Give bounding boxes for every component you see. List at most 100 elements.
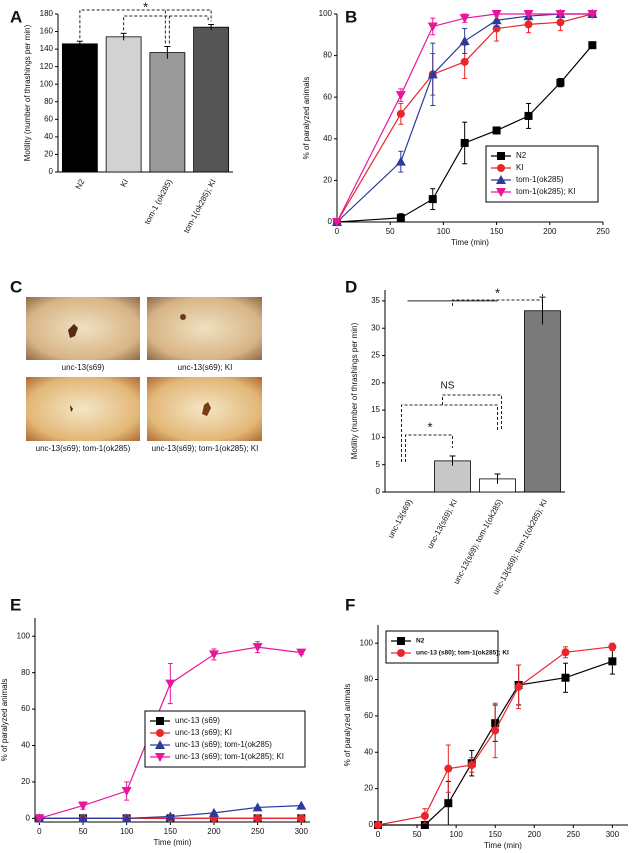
point [208, 650, 219, 660]
y-tick-label: 5 [376, 460, 381, 469]
worm [68, 324, 78, 338]
annotation: * [495, 285, 500, 300]
point [165, 679, 176, 689]
panel-label: F [345, 595, 355, 614]
point [467, 761, 476, 769]
y-tick-label: 0 [328, 217, 333, 226]
y-tick-label: 20 [44, 150, 53, 159]
y-tick-label: 10 [371, 433, 380, 442]
y-tick-label: 0 [49, 167, 54, 176]
y-axis-label: % of paralyzed animals [343, 684, 352, 767]
x-tick-label: 250 [596, 227, 610, 236]
point [374, 821, 382, 829]
y-tick-label: 60 [364, 711, 373, 720]
bracket [442, 394, 502, 431]
point [608, 657, 617, 666]
legend-label: N2 [416, 638, 425, 645]
y-tick-label: 100 [40, 79, 54, 88]
x-tick-label: unc-13(s69); tom-1(ok285); KI [491, 498, 549, 596]
point [165, 811, 176, 821]
x-tick-label: 0 [37, 827, 42, 836]
point [460, 138, 469, 147]
x-tick-label: 300 [606, 830, 620, 839]
x-tick-label: 250 [251, 827, 265, 836]
point [491, 10, 502, 19]
point [444, 764, 453, 773]
y-tick-label: 100 [17, 631, 31, 640]
y-tick-label: 0 [26, 813, 31, 822]
x-tick-label: 100 [449, 830, 463, 839]
legend-label: KI [516, 163, 524, 172]
point [524, 20, 533, 29]
point [523, 10, 534, 19]
image-caption: unc-13(s69) [62, 363, 105, 372]
point [252, 643, 263, 653]
y-tick-label: 160 [40, 27, 54, 36]
point [588, 41, 597, 50]
legend-marker [497, 164, 505, 172]
bar [434, 460, 471, 493]
y-tick-label: 40 [364, 747, 373, 756]
point [428, 195, 437, 204]
x-tick-label: tom-1(ok285); KI [182, 178, 218, 235]
legend-marker [156, 717, 164, 725]
point [459, 36, 470, 46]
legend-label: N2 [516, 151, 527, 160]
bracket [79, 9, 212, 39]
y-tick-label: 80 [323, 51, 332, 60]
panel-label: A [10, 7, 22, 26]
x-tick-label: 300 [295, 827, 309, 836]
bar [149, 52, 186, 173]
point [208, 807, 219, 817]
legend-marker [397, 649, 405, 657]
y-tick-label: 15 [371, 405, 380, 414]
worm [202, 402, 211, 416]
point [491, 726, 500, 735]
legend-marker [497, 152, 505, 160]
bar [193, 26, 230, 173]
y-axis-label: Motility (number of thrashings per min) [23, 24, 32, 161]
y-tick-label: 60 [323, 92, 332, 101]
x-axis-label: Time (min) [484, 841, 522, 850]
panel-label: E [10, 595, 21, 614]
x-tick-label: 100 [120, 827, 134, 836]
y-tick-label: 20 [323, 176, 332, 185]
x-tick-label: tom-1 (ok285) [143, 177, 174, 225]
point [492, 126, 501, 135]
y-tick-label: 35 [371, 296, 380, 305]
y-tick-label: 80 [44, 97, 53, 106]
legend-label: unc-13 (s80); tom-1(ok285); KI [416, 650, 509, 657]
worm [70, 405, 73, 412]
x-tick-label: 0 [335, 227, 340, 236]
point [561, 648, 570, 657]
y-tick-label: 80 [21, 668, 30, 677]
y-tick-label: 20 [371, 378, 380, 387]
y-tick-label: 120 [40, 62, 54, 71]
point [34, 814, 45, 824]
micrograph [147, 297, 262, 360]
x-tick-label: 100 [437, 227, 451, 236]
point [395, 91, 406, 101]
legend-label: tom-1(ok285); KI [516, 187, 576, 196]
point [78, 801, 89, 811]
legend-label: unc-13 (s69); tom-1(ok285); KI [175, 752, 284, 761]
bar [105, 36, 142, 173]
x-tick-label: 150 [489, 830, 503, 839]
y-tick-label: 0 [376, 487, 381, 496]
annotation: NS [441, 381, 455, 392]
micrograph [26, 377, 140, 441]
y-tick-label: 30 [371, 323, 380, 332]
x-tick-label: 200 [543, 227, 557, 236]
line [336, 44, 593, 223]
x-tick-label: unc-13(s69); KI [426, 498, 460, 551]
point [524, 111, 533, 120]
y-tick-label: 20 [364, 784, 373, 793]
legend-marker [397, 637, 405, 645]
y-tick-label: 100 [360, 638, 374, 647]
y-tick-label: 180 [40, 9, 54, 18]
point [420, 821, 429, 829]
x-tick-label: unc-13(s69) [386, 497, 414, 539]
y-tick-label: 40 [44, 132, 53, 141]
legend-label: unc-13 (s69) [175, 716, 220, 725]
y-tick-label: 0 [369, 820, 374, 829]
